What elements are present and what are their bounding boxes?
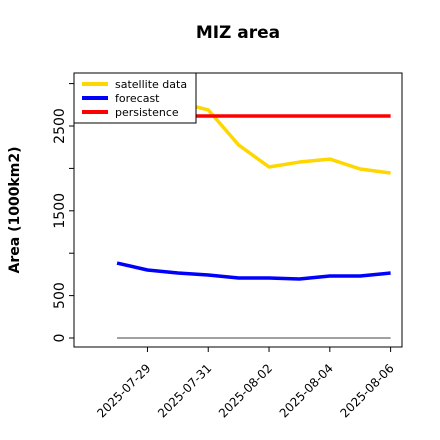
y-tick-label: 500 [52, 282, 68, 309]
y-axis-label: Area (1000km2) [7, 147, 23, 274]
y-tick-label: 1500 [52, 193, 68, 229]
x-tick-label: 2025-08-06 [338, 361, 397, 420]
chart-title: MIZ area [196, 23, 280, 43]
y-tick-label: 2500 [52, 108, 68, 144]
legend-label: forecast [115, 92, 160, 105]
plot-area [73, 72, 403, 348]
x-tick-label: 2025-07-29 [94, 361, 153, 420]
legend-label: satellite data [115, 78, 187, 91]
series-line [116, 261, 391, 281]
legend-label: persistence [115, 106, 179, 119]
x-tick-label: 2025-07-31 [155, 361, 214, 420]
x-tick-label: 2025-08-04 [277, 361, 336, 420]
x-tick-label: 2025-08-02 [216, 361, 275, 420]
y-tick-label: 0 [52, 334, 68, 343]
